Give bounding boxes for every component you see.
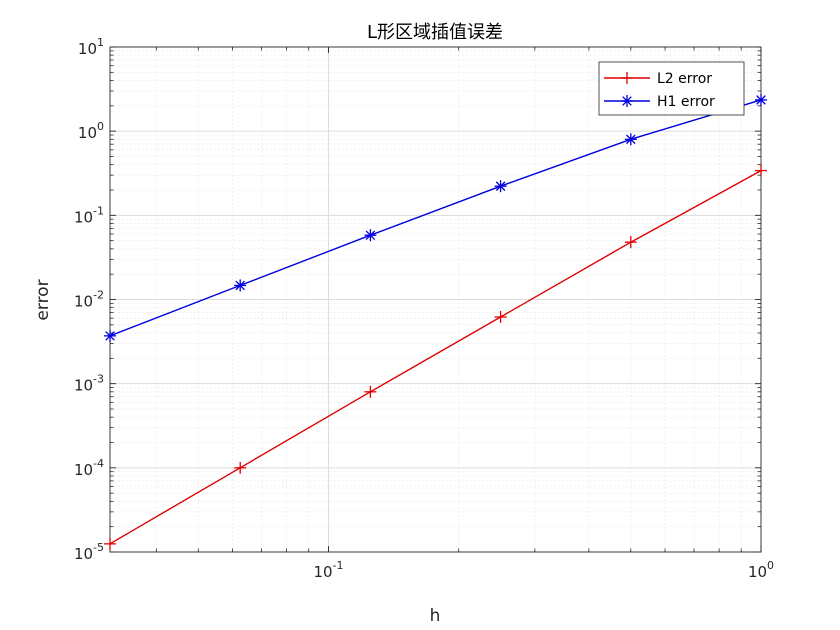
series-2-marker	[364, 229, 377, 242]
series-2-marker	[494, 180, 507, 193]
y-tick-exponent: 0	[97, 120, 104, 133]
series-1-marker	[494, 310, 507, 323]
legend-box	[598, 61, 745, 116]
y-tick-label: 10-3	[74, 373, 104, 395]
y-tick-label: 10-4	[74, 457, 104, 479]
x-axis-label: h	[430, 606, 441, 626]
series-1-marker	[624, 236, 637, 249]
legend-marker-stroke	[622, 96, 632, 106]
y-tick-label: 10-1	[74, 204, 104, 226]
y-axis-label: error	[33, 279, 53, 320]
series-2-marker-stroke	[626, 134, 636, 145]
series-1-marker	[755, 164, 767, 177]
y-tick-exponent: -1	[93, 204, 104, 217]
series-2-marker-stroke	[235, 280, 245, 291]
legend-label: H1 error	[657, 94, 715, 110]
legend-label: L2 error	[657, 71, 712, 87]
series-2-marker-stroke	[756, 95, 766, 105]
series-2-marker-stroke	[495, 181, 506, 191]
series-line-1	[109, 169, 762, 545]
legend-marker	[621, 72, 633, 84]
legend: L2 error H1 error	[598, 61, 745, 116]
series-1-marker	[364, 385, 377, 398]
y-tick-exponent: -4	[93, 457, 104, 470]
y-tick-exponent: -5	[93, 541, 104, 554]
y-tick-exponent: -3	[93, 373, 104, 386]
y-tick-exponent: -2	[93, 289, 104, 302]
x-tick-label: 10-1	[313, 559, 343, 581]
series-2-marker-stroke	[365, 230, 376, 241]
series-1-marker	[104, 537, 116, 550]
ticks	[110, 46, 762, 553]
series-2-marker	[234, 279, 247, 292]
series-2-marker	[755, 93, 767, 106]
y-tick-label: 100	[78, 120, 104, 142]
y-tick-exponent: 1	[97, 36, 104, 49]
series-line-2	[109, 99, 762, 337]
y-tick-label: 101	[78, 36, 104, 58]
y-tick-label: 10-2	[74, 289, 104, 311]
y-tick-label: 10-5	[74, 541, 104, 563]
series-layer	[104, 93, 767, 550]
x-tick-exponent: 0	[767, 559, 774, 572]
chart-title: L形区域插值误差	[367, 22, 503, 43]
x-tick-exponent: -1	[333, 559, 344, 572]
x-tick-label: 100	[748, 559, 774, 581]
legend-marker	[621, 95, 633, 107]
series-2-marker	[104, 329, 116, 342]
series-1-marker	[234, 461, 247, 474]
series-2-marker	[624, 133, 637, 146]
series-2-marker-stroke	[105, 331, 115, 341]
